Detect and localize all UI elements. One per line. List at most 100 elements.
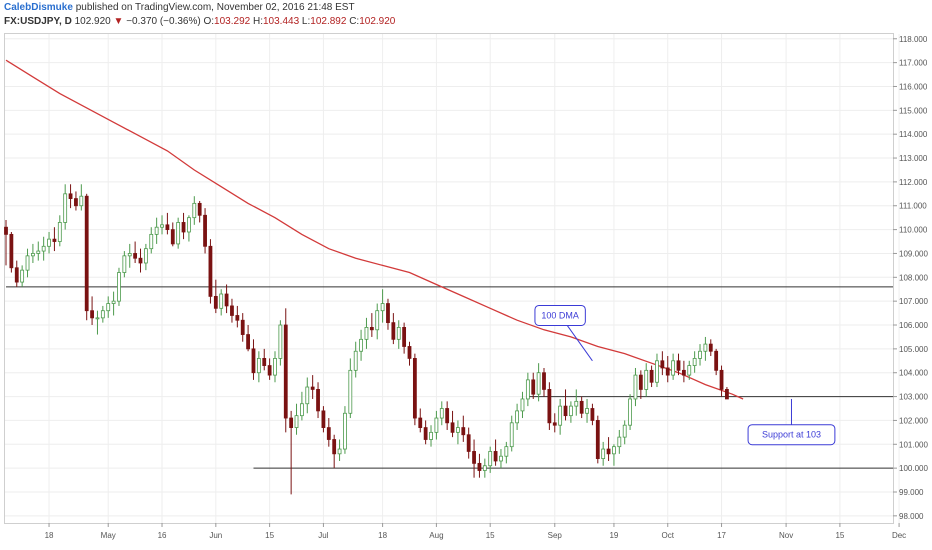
candle-body-down (472, 451, 476, 464)
candle-body-up (192, 202, 197, 219)
candle (633, 367, 638, 407)
candle-body-down (4, 226, 8, 235)
x-tick-label: Oct (662, 531, 675, 540)
candle (676, 353, 681, 376)
candle-body-down (412, 358, 417, 419)
candle (278, 320, 283, 366)
low-label: L: (301, 16, 311, 27)
candle-body-up (63, 193, 68, 223)
candle (380, 289, 385, 323)
candle (353, 341, 358, 378)
candle (84, 193, 89, 321)
candle (294, 403, 299, 435)
y-tick-label: 108.000 (899, 273, 928, 282)
candle-body-down (493, 451, 498, 462)
candle (160, 215, 164, 235)
candle-body-up (127, 253, 132, 257)
candle-body-down (563, 405, 568, 417)
candle-body-up (41, 245, 46, 252)
y-tick-label: 118.000 (899, 35, 928, 44)
candle-body-up (359, 338, 363, 352)
candle (687, 360, 692, 380)
candle (68, 184, 73, 209)
candle-body-up (106, 303, 111, 312)
candle (267, 358, 272, 380)
candle (445, 401, 450, 430)
candle (595, 415, 600, 464)
ma100-layer (5, 59, 744, 400)
high-value: 103.443 (262, 16, 300, 27)
horizontal-lines[interactable] (6, 286, 893, 469)
candle (504, 441, 509, 464)
candle (165, 212, 170, 235)
x-tick-label: 18 (378, 531, 387, 540)
candle (337, 439, 342, 461)
callout[interactable]: 100 DMA (534, 304, 593, 362)
candle-body-up (396, 326, 401, 340)
candle (256, 351, 261, 383)
callout-box (747, 424, 836, 446)
candle-body-down (138, 257, 143, 264)
candle (644, 363, 649, 397)
candle-body-down (240, 319, 245, 335)
candle (310, 375, 315, 399)
candle-body-down (714, 350, 719, 371)
y-tick-label: 99.000 (899, 488, 924, 497)
last-price: 102.920 (74, 16, 111, 27)
candle (622, 420, 627, 445)
candle (192, 196, 197, 225)
author-name[interactable]: CalebDismuke (4, 2, 73, 13)
candle-body-up (698, 350, 702, 359)
annotations[interactable]: 100 DMA Support at 103 (534, 304, 836, 446)
candle (230, 298, 234, 323)
candle-body-up (504, 446, 509, 457)
candle (579, 396, 584, 419)
candle-body-down (262, 358, 267, 366)
candle-body-down (552, 422, 557, 426)
callout[interactable]: Support at 103 (747, 398, 836, 446)
high-label: H: (252, 16, 263, 27)
candle (122, 251, 127, 278)
open-label: O: (203, 16, 215, 27)
candle-body-up (111, 300, 116, 304)
candle (423, 420, 428, 445)
candle-body-down (230, 305, 234, 316)
candle-body-up (294, 415, 299, 428)
x-tick-label: 17 (717, 531, 726, 540)
candle-body-up (482, 465, 487, 471)
y-tick-label: 110.000 (899, 226, 928, 235)
candle-body-up (122, 255, 127, 273)
candle-body-up (305, 386, 310, 405)
x-tick-label: Jun (209, 531, 222, 540)
candle (235, 305, 240, 328)
candle-body-down (235, 315, 240, 321)
candle (30, 243, 35, 263)
y-tick-label: 105.000 (899, 345, 928, 354)
candle-body-up (622, 424, 627, 438)
candle (563, 389, 568, 421)
candle-body-down (14, 267, 19, 283)
x-tick-label: 18 (45, 531, 54, 540)
candle-body-up (160, 224, 164, 228)
x-axis[interactable]: 18 May 16 Jun 15 Jul 18 Aug 15 Sep 19 Oct 17 Nov 15 Dec (45, 523, 907, 540)
candle-body-up (20, 269, 25, 283)
candle (606, 437, 611, 461)
candle-body-up (558, 405, 563, 426)
candle-body-up (337, 448, 342, 455)
candle-body-up (655, 360, 659, 383)
candle (219, 289, 224, 316)
candle-body-up (278, 324, 283, 359)
candle (681, 360, 686, 383)
candle (326, 418, 331, 447)
candle (111, 291, 116, 316)
candle-body-down (719, 369, 724, 390)
candle-body-up (671, 360, 676, 376)
candle (482, 458, 487, 478)
candle (499, 449, 503, 469)
candle (321, 406, 326, 433)
y-axis[interactable]: 98.000 99.000 100.000 101.000 102.000 103.000… (893, 35, 928, 521)
candle (90, 296, 94, 326)
candle (154, 217, 159, 244)
candle-body-up (703, 343, 708, 352)
